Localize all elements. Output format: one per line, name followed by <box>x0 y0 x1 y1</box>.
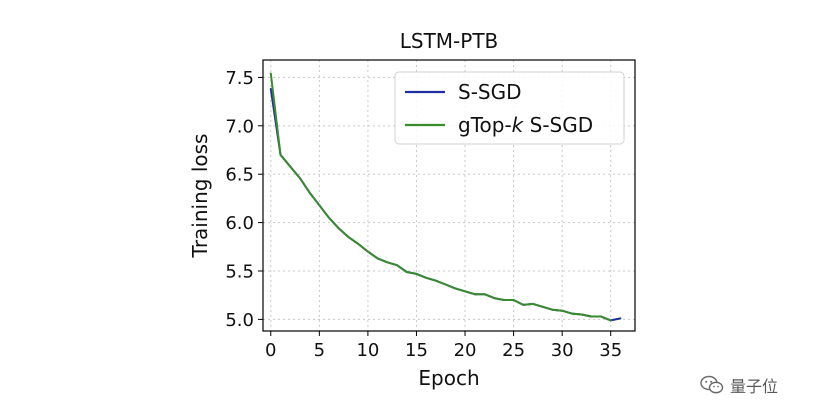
x-axis-label: Epoch <box>418 366 479 390</box>
x-tick-label: 15 <box>405 340 428 361</box>
ticks: 0 5 10 15 20 25 30 35 5.0 5.5 6.0 6.5 7.0 7.5 <box>225 68 622 361</box>
x-tick-label: 25 <box>502 340 525 361</box>
x-tick-label: 35 <box>599 340 622 361</box>
legend-box <box>394 71 625 145</box>
y-tick-label: 6.0 <box>225 213 254 234</box>
legend-label-gtopk: gTop-k S-SGD <box>458 113 593 137</box>
plot-frame <box>262 59 636 332</box>
wechat-icon <box>700 375 724 394</box>
y-tick-label: 7.5 <box>225 68 254 89</box>
chart-title: LSTM-PTB <box>400 29 499 53</box>
watermark: 量子位 <box>700 370 810 400</box>
x-tick-label: 10 <box>356 340 379 361</box>
y-tick-label: 6.5 <box>225 165 254 186</box>
y-axis-label: Training loss <box>188 134 212 259</box>
x-tick-label: 30 <box>551 340 574 361</box>
legend-label-gtopk-prefix: gTop- <box>458 113 512 137</box>
y-tick-label: 5.5 <box>225 261 254 282</box>
legend: S-SGD gTop-k S-SGD <box>394 71 625 145</box>
series-line-gtopk-s-sgd <box>269 72 612 322</box>
watermark-text: 量子位 <box>730 377 779 396</box>
x-tick-label: 20 <box>454 340 477 361</box>
y-tick-label: 5.0 <box>225 310 254 331</box>
series-layer <box>269 72 622 322</box>
x-tick-label: 5 <box>314 340 325 361</box>
legend-label-gtopk-suffix: S-SGD <box>523 113 593 137</box>
legend-label-s-sgd: S-SGD <box>458 80 522 104</box>
y-tick-label: 7.0 <box>225 116 254 137</box>
x-tick-label: 0 <box>265 340 276 361</box>
legend-label-gtopk-k: k <box>512 113 525 137</box>
